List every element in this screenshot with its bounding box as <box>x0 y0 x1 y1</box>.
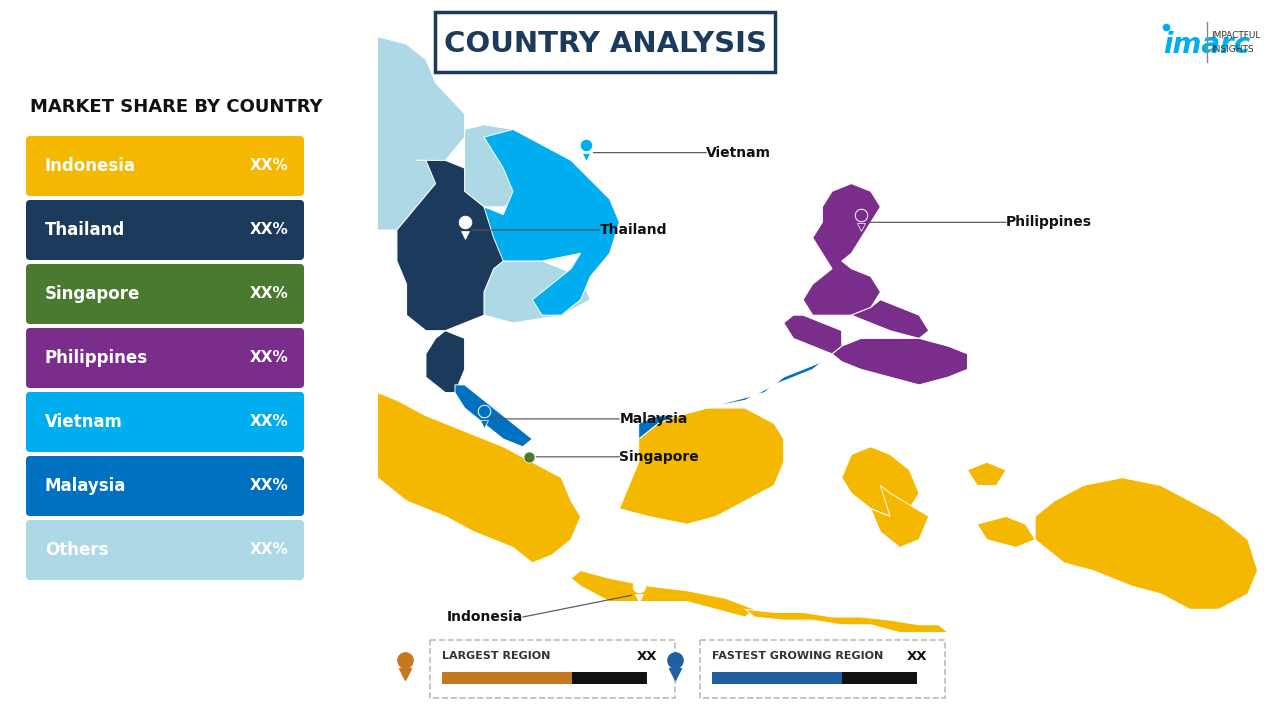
Text: Philippines: Philippines <box>1006 215 1092 229</box>
FancyBboxPatch shape <box>26 136 305 196</box>
Polygon shape <box>484 261 590 323</box>
FancyBboxPatch shape <box>26 200 305 260</box>
Text: Philippines: Philippines <box>45 349 148 367</box>
Polygon shape <box>426 330 465 392</box>
Polygon shape <box>358 392 581 563</box>
FancyBboxPatch shape <box>26 520 305 580</box>
Text: XX%: XX% <box>250 415 288 430</box>
Polygon shape <box>329 37 465 230</box>
Polygon shape <box>968 462 1006 485</box>
Text: Singapore: Singapore <box>620 450 699 464</box>
FancyBboxPatch shape <box>26 456 305 516</box>
Polygon shape <box>571 570 755 617</box>
FancyBboxPatch shape <box>435 12 774 72</box>
Polygon shape <box>745 609 948 632</box>
Polygon shape <box>465 125 552 207</box>
Polygon shape <box>832 338 968 384</box>
FancyBboxPatch shape <box>26 328 305 388</box>
FancyBboxPatch shape <box>26 392 305 452</box>
Text: Vietnam: Vietnam <box>45 413 123 431</box>
Text: Indonesia: Indonesia <box>447 610 522 624</box>
Text: Malaysia: Malaysia <box>45 477 127 495</box>
Text: INSIGHTS: INSIGHTS <box>1211 45 1253 55</box>
Polygon shape <box>1036 478 1257 609</box>
Polygon shape <box>620 408 783 524</box>
FancyBboxPatch shape <box>26 264 305 324</box>
Text: MARKET SHARE BY COUNTRY: MARKET SHARE BY COUNTRY <box>29 98 323 116</box>
Polygon shape <box>484 130 620 315</box>
Text: Indonesia: Indonesia <box>45 157 136 175</box>
Text: Others: Others <box>45 541 109 559</box>
Text: FASTEST GROWING REGION: FASTEST GROWING REGION <box>712 651 883 661</box>
Text: Singapore: Singapore <box>45 285 141 303</box>
Text: COUNTRY ANALYSIS: COUNTRY ANALYSIS <box>443 30 767 58</box>
Bar <box>572 672 646 684</box>
Polygon shape <box>870 485 929 547</box>
FancyBboxPatch shape <box>430 640 675 698</box>
Polygon shape <box>803 184 881 315</box>
Text: Malaysia: Malaysia <box>620 412 687 426</box>
Text: XX%: XX% <box>250 222 288 238</box>
FancyBboxPatch shape <box>700 640 945 698</box>
Text: XX: XX <box>636 649 657 662</box>
Text: Thailand: Thailand <box>600 223 667 237</box>
Text: XX%: XX% <box>250 158 288 174</box>
Text: Vietnam: Vietnam <box>707 145 772 160</box>
Text: XX%: XX% <box>250 351 288 366</box>
Bar <box>842 672 916 684</box>
Text: LARGEST REGION: LARGEST REGION <box>442 651 550 661</box>
Polygon shape <box>851 300 929 338</box>
Text: Thailand: Thailand <box>45 221 125 239</box>
Polygon shape <box>783 315 842 354</box>
Polygon shape <box>397 161 513 330</box>
Polygon shape <box>454 384 532 446</box>
Bar <box>712 672 842 684</box>
Text: XX%: XX% <box>250 287 288 302</box>
Polygon shape <box>977 516 1036 547</box>
Text: imarc: imarc <box>1164 31 1251 59</box>
Text: XX: XX <box>906 649 927 662</box>
Polygon shape <box>639 361 822 439</box>
Text: XX%: XX% <box>250 479 288 493</box>
Text: IMPACTFUL: IMPACTFUL <box>1211 30 1261 40</box>
Bar <box>442 672 572 684</box>
Polygon shape <box>842 446 919 516</box>
Text: XX%: XX% <box>250 542 288 557</box>
